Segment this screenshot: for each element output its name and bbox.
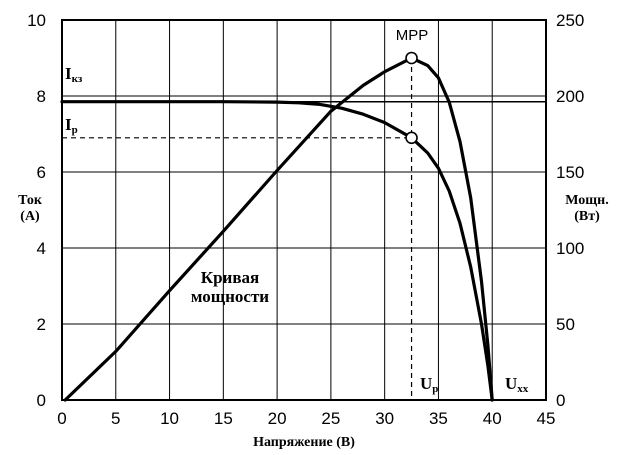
ip-marker: [405, 131, 418, 145]
x-tick-7: 35: [429, 409, 448, 428]
x-tick-8: 40: [483, 409, 502, 428]
markers: [405, 51, 418, 145]
y-right-title-line1: Мощн.: [565, 193, 608, 208]
x-axis-title: Напряжение (В): [253, 435, 355, 450]
y-right-tick-labels: 0 50 100 150 200 250: [556, 11, 584, 410]
y-right-tick-2: 100: [556, 239, 584, 258]
power-curve-label-line1: Кривая: [201, 268, 259, 287]
ip-label: Iр: [65, 115, 78, 136]
y-right-title-line2: (Вт): [574, 209, 600, 224]
y-left-tick-3: 6: [37, 163, 46, 182]
y-left-tick-2: 4: [37, 239, 46, 258]
power-curve-label-line2: мощности: [191, 287, 269, 306]
uxx-label: Uхх: [505, 374, 529, 395]
y-left-tick-1: 2: [37, 315, 46, 334]
y-right-tick-4: 200: [556, 87, 584, 106]
x-tick-labels: 0 5 10 15 20 25 30 35 40 45: [57, 409, 555, 428]
current-curve: [60, 100, 494, 402]
mpp-label: MPP: [396, 27, 429, 44]
y-left-title-line2: (А): [20, 209, 40, 224]
mpp-marker: [405, 51, 418, 65]
y-left-tick-5: 10: [27, 11, 46, 30]
x-tick-1: 5: [111, 409, 120, 428]
y-left-tick-0: 0: [37, 391, 46, 410]
x-tick-3: 15: [214, 409, 233, 428]
x-tick-6: 30: [375, 409, 394, 428]
up-label: Uр: [420, 374, 438, 395]
x-tick-9: 45: [537, 409, 556, 428]
x-tick-4: 20: [268, 409, 287, 428]
y-left-title-line1: Ток: [18, 193, 43, 208]
plot-frame: [61, 19, 547, 401]
y-right-tick-0: 0: [556, 391, 565, 410]
power-curve: [63, 56, 494, 402]
x-tick-0: 0: [57, 409, 66, 428]
y-left-tick-labels: 0 2 4 6 8 10: [27, 11, 46, 410]
x-tick-5: 25: [321, 409, 340, 428]
y-right-tick-3: 150: [556, 163, 584, 182]
isc-label: Iкз: [65, 64, 83, 85]
x-tick-2: 10: [160, 409, 179, 428]
y-right-tick-5: 250: [556, 11, 584, 30]
y-left-tick-4: 8: [37, 87, 46, 106]
y-right-tick-1: 50: [556, 315, 575, 334]
